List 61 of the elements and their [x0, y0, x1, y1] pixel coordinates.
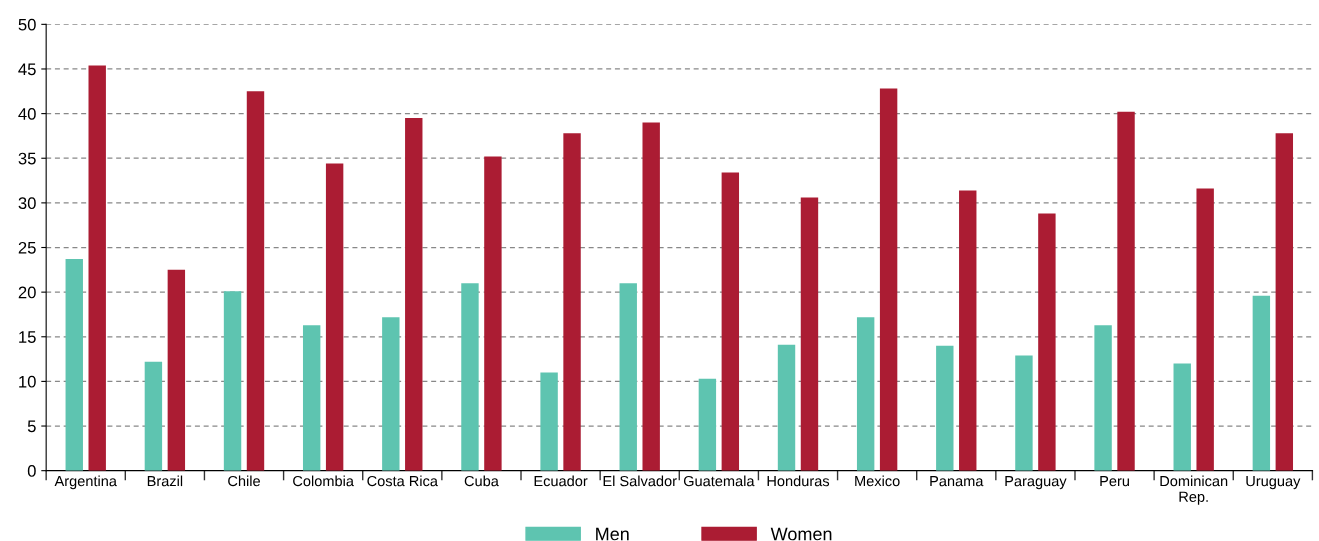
bar	[223, 291, 242, 471]
bar	[1015, 355, 1033, 471]
bar	[325, 163, 344, 471]
bar	[642, 122, 660, 471]
bar	[1094, 325, 1112, 471]
bar	[461, 283, 479, 471]
bar	[167, 269, 186, 471]
bar	[936, 345, 954, 471]
bar	[1275, 133, 1294, 471]
bar	[879, 88, 898, 471]
y-tick-label: 15	[19, 331, 36, 343]
x-tick-label: El Salvador	[603, 475, 677, 487]
y-tick-label: 10	[19, 375, 36, 388]
x-tick-label: Argentina	[54, 475, 117, 490]
bar	[65, 259, 83, 471]
y-tick-label: 25	[18, 241, 36, 254]
x-tick-label: Colombia	[293, 475, 354, 487]
x-tick-label: Chile	[228, 475, 260, 487]
x-tick-label: Brazil	[147, 475, 183, 487]
bar	[1173, 363, 1191, 471]
x-tick-label: Uruguay	[1246, 476, 1301, 490]
y-tick-label: 45	[18, 63, 36, 76]
bar	[382, 317, 400, 471]
bar	[144, 361, 163, 471]
y-tick-label: 35	[18, 152, 36, 165]
bar	[619, 283, 637, 471]
x-tick-label: Ecuador	[534, 475, 588, 487]
y-tick-label: 20	[18, 286, 36, 299]
bar	[405, 118, 423, 471]
bar	[563, 133, 581, 471]
bar	[856, 317, 875, 471]
bar	[800, 197, 819, 471]
bar	[540, 372, 558, 471]
y-tick-label: 40	[18, 108, 36, 120]
x-tick-label: Mexico	[855, 475, 900, 487]
y-tick-label: 5	[27, 420, 36, 433]
y-tick-label: 30	[18, 197, 36, 210]
y-tick-label: 50	[18, 18, 36, 31]
bar	[1038, 213, 1056, 471]
bar	[1196, 188, 1214, 471]
bar	[88, 65, 106, 471]
x-tick-label: Guatemala	[683, 475, 755, 487]
bar	[484, 156, 502, 471]
x-tick-label: Panama	[930, 476, 984, 487]
x-tick-label: Cuba	[464, 475, 499, 487]
bar	[1117, 111, 1135, 471]
x-tick-label: Peru	[1100, 476, 1129, 487]
bar	[959, 190, 977, 471]
x-tick-label: Dominican Rep.	[1160, 475, 1228, 505]
bar	[777, 344, 796, 471]
bar	[246, 91, 265, 471]
x-tick-label: Paraguay	[1005, 476, 1067, 490]
bar	[302, 325, 321, 471]
legend-label: Men	[596, 527, 629, 541]
x-tick-label: Costa Rica	[367, 475, 438, 487]
bar	[1252, 295, 1271, 471]
bar	[698, 378, 717, 471]
bar	[721, 172, 740, 471]
legend-label: Women	[770, 527, 832, 541]
y-tick-label: 0	[27, 465, 36, 477]
x-tick-label: Honduras	[767, 475, 830, 487]
